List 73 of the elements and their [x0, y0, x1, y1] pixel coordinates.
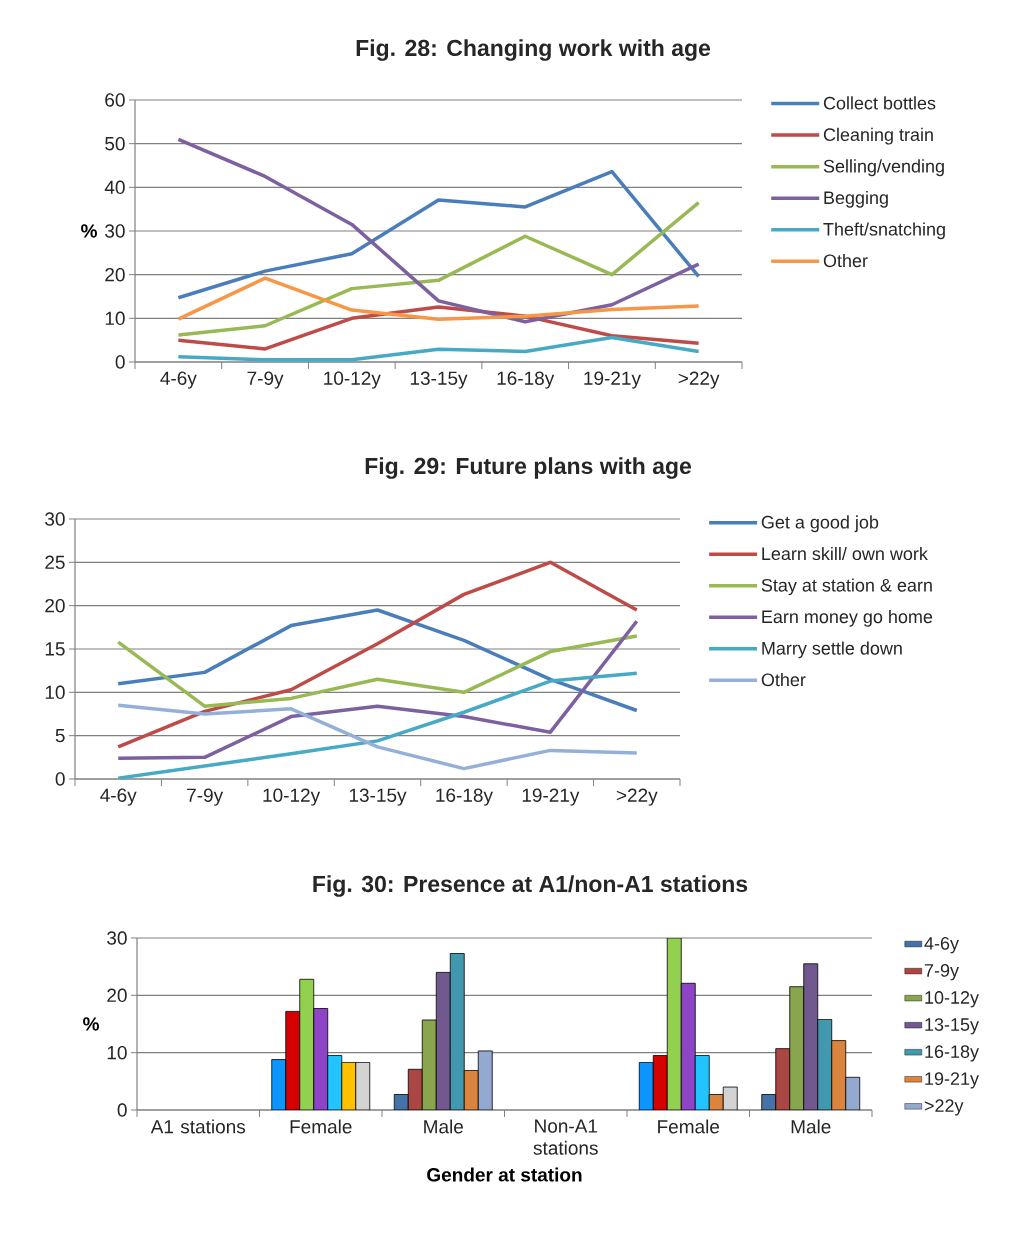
- legend-label: 7-9y: [924, 964, 959, 981]
- x-tick-label: 7-9y: [247, 371, 284, 389]
- legend-label: Get a good job: [761, 515, 879, 533]
- x-tick-label: 10-12y: [263, 788, 321, 806]
- line-series: [116, 560, 639, 749]
- y-axis-title: %: [81, 224, 97, 238]
- x-tick-label: 13-15y: [349, 788, 407, 806]
- y-tick-label: 20: [45, 598, 65, 613]
- legend-label: 16-18y: [925, 1045, 979, 1062]
- y-tick-label: 30: [107, 931, 127, 945]
- x-tick-label: 4-6y: [160, 371, 197, 389]
- chart-title: Fig. 28: Changing work with age: [356, 39, 711, 61]
- x-axis-title: Gender at station: [427, 1167, 582, 1182]
- legend-label: Cleaning train: [823, 127, 933, 145]
- y-tick-label: 30: [45, 512, 65, 526]
- x-tick-label: 7-9y: [187, 788, 224, 806]
- legend-label: Begging: [824, 190, 888, 208]
- x-tick-label: Male: [791, 1119, 831, 1134]
- y-tick-label: 10: [45, 685, 65, 700]
- y-tick-label: 25: [45, 555, 65, 570]
- y-tick-label: 30: [105, 224, 125, 238]
- legend-label: Selling/vending: [823, 159, 944, 177]
- y-tick-label: 50: [105, 136, 125, 151]
- x-tick-label: 13-15y: [410, 371, 468, 389]
- line-series: [176, 169, 701, 300]
- legend-label: 10-12y: [925, 991, 979, 1008]
- y-tick-label: 40: [104, 180, 125, 195]
- legend-label: 13-15y: [925, 1018, 979, 1035]
- x-tick-label: Non-A1 stations: [533, 1119, 598, 1155]
- x-tick-label: Male: [424, 1119, 463, 1134]
- line-series: [176, 335, 701, 362]
- x-tick-label: 19-21y: [584, 371, 641, 389]
- line-series: [116, 619, 639, 760]
- line-series: [176, 200, 701, 337]
- legend-label: Other: [823, 253, 868, 268]
- x-tick-label: 16-18y: [436, 788, 493, 806]
- x-tick-label: Female: [290, 1119, 352, 1134]
- x-tick-label: >22y: [678, 371, 720, 389]
- x-tick-label: 4-6y: [100, 788, 137, 806]
- y-tick-label: 20: [105, 267, 125, 282]
- y-tick-label: 20: [107, 988, 127, 1003]
- legend-label: 4-6y: [924, 937, 959, 954]
- y-axis-title: %: [83, 1017, 99, 1031]
- legend-label: Theft/snatching: [823, 222, 945, 240]
- legend-label: Marry settle down: [762, 641, 902, 659]
- y-tick-label: 15: [45, 642, 65, 656]
- y-tick-label: 10: [105, 311, 125, 326]
- x-tick-label: >22y: [616, 788, 658, 806]
- legend-label: Learn skill/ own work: [762, 546, 928, 561]
- legend-label: >22y: [924, 1099, 964, 1116]
- y-tick-label: 0: [55, 772, 65, 786]
- x-tick-label: A1 stations: [150, 1119, 246, 1134]
- x-tick-label: 10-12y: [324, 371, 381, 389]
- y-tick-label: 5: [55, 729, 65, 743]
- y-tick-label: 0: [115, 355, 125, 369]
- y-tick-label: 10: [107, 1045, 127, 1060]
- legend-label: Other: [761, 672, 806, 687]
- line-series: [116, 608, 639, 713]
- line-series: [176, 276, 701, 321]
- legend-label: Earn money go home: [762, 609, 933, 627]
- y-tick-label: 60: [105, 93, 125, 107]
- legend-label: Stay at station & earn: [761, 578, 932, 596]
- legend-label: 19-21y: [925, 1072, 979, 1089]
- x-tick-label: Female: [658, 1119, 720, 1134]
- x-tick-label: 16-18y: [497, 371, 555, 389]
- legend-label: Collect bottles: [823, 96, 936, 110]
- chart-title: Fig. 30: Presence at A1/non-A1 stations: [313, 875, 748, 897]
- line-series: [176, 137, 701, 324]
- x-tick-label: 19-21y: [522, 788, 580, 806]
- line-series: [116, 634, 639, 708]
- y-tick-label: 0: [117, 1103, 127, 1117]
- line-series: [116, 703, 639, 771]
- chart-title: Fig. 29: Future plans with age: [365, 457, 692, 479]
